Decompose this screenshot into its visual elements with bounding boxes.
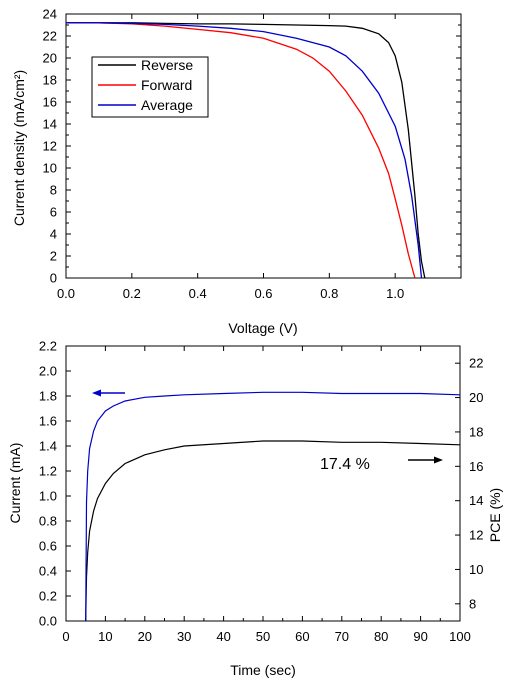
time-x-tick-label: 20 bbox=[138, 629, 152, 644]
jv-curves bbox=[66, 22, 426, 279]
legend-label-forward: Forward bbox=[141, 77, 192, 93]
current-y-tick-label: 2.2 bbox=[39, 339, 57, 354]
jv-series-reverse bbox=[66, 22, 426, 279]
jv-y-tick-label: 8 bbox=[50, 183, 57, 198]
jv-y-tick-label: 14 bbox=[43, 117, 57, 132]
legend-label-average: Average bbox=[141, 97, 193, 113]
current-y-tick-label: 0.8 bbox=[39, 514, 57, 529]
time-x-tick-label: 40 bbox=[216, 629, 230, 644]
jv-y-tick-label: 2 bbox=[50, 249, 57, 264]
jv-chart: 0.0 0.2 0.4 0.6 0.8 1.0024681012141618202224 … bbox=[11, 7, 462, 336]
pce-y-tick-label: 8 bbox=[469, 596, 476, 611]
time-x-tick-label: 50 bbox=[256, 629, 270, 644]
pce-y-tick-label: 20 bbox=[469, 390, 483, 405]
pce-y-tick-label: 22 bbox=[469, 356, 483, 371]
jv-x-tick-label: 0.0 bbox=[57, 286, 75, 301]
pce-y-tick-label: 18 bbox=[469, 424, 483, 439]
time-x-tick-label: 10 bbox=[98, 629, 112, 644]
time-x-tick-label: 90 bbox=[413, 629, 427, 644]
jv-y-tick-label: 18 bbox=[43, 73, 57, 88]
jv-series-average bbox=[66, 22, 423, 279]
left-axis-arrow-head bbox=[92, 389, 101, 397]
current-y-tick-label: 2.0 bbox=[39, 364, 57, 379]
pce-trace bbox=[85, 440, 461, 622]
jv-x-axis-label: Voltage (V) bbox=[228, 320, 297, 336]
jv-y-tick-label: 12 bbox=[43, 139, 57, 154]
pce-y-tick-label: 16 bbox=[469, 459, 483, 474]
stability-curves bbox=[85, 391, 461, 622]
legend-label-reverse: Reverse bbox=[141, 57, 193, 73]
current-y-tick-label: 1.0 bbox=[39, 489, 57, 504]
current-y-tick-label: 0.0 bbox=[39, 614, 57, 629]
stability-y2-axis-label: PCE (%) bbox=[487, 488, 503, 542]
jv-y-tick-label: 16 bbox=[43, 95, 57, 110]
current-y-tick-label: 0.6 bbox=[39, 539, 57, 554]
pce-annotation: 17.4 % bbox=[320, 456, 370, 473]
jv-legend-box bbox=[91, 56, 209, 118]
time-x-tick-label: 60 bbox=[295, 629, 309, 644]
stability-plot-frame bbox=[65, 345, 461, 622]
jv-x-tick-label: 0.6 bbox=[254, 286, 272, 301]
jv-y-tick-label: 6 bbox=[50, 205, 57, 220]
right-axis-arrow-head bbox=[434, 456, 443, 464]
time-x-tick-label: 0 bbox=[62, 629, 69, 644]
jv-x-tick-label: 0.4 bbox=[189, 286, 207, 301]
jv-y-tick-label: 0 bbox=[50, 271, 57, 286]
pce-y-tick-label: 12 bbox=[469, 528, 483, 543]
jv-y-tick-label: 10 bbox=[43, 161, 57, 176]
current-y-tick-label: 1.2 bbox=[39, 464, 57, 479]
current-y-tick-label: 1.8 bbox=[39, 389, 57, 404]
pce-y-tick-label: 10 bbox=[469, 562, 483, 577]
time-x-tick-label: 70 bbox=[335, 629, 349, 644]
axis-arrows bbox=[92, 389, 443, 464]
jv-x-tick-label: 0.8 bbox=[320, 286, 338, 301]
current-trace bbox=[85, 391, 461, 622]
current-y-tick-label: 0.4 bbox=[39, 564, 57, 579]
stability-x-axis-label: Time (sec) bbox=[230, 662, 296, 678]
time-x-tick-label: 100 bbox=[449, 629, 471, 644]
jv-x-tick-label: 1.0 bbox=[386, 286, 404, 301]
pce-y-tick-label: 14 bbox=[469, 493, 483, 508]
stability-y-axis-label: Current (mA) bbox=[7, 443, 23, 524]
time-x-tick-label: 30 bbox=[177, 629, 191, 644]
current-y-tick-label: 0.2 bbox=[39, 589, 57, 604]
time-x-tick-label: 80 bbox=[374, 629, 388, 644]
current-y-tick-label: 1.4 bbox=[39, 439, 57, 454]
jv-x-tick-label: 0.2 bbox=[123, 286, 141, 301]
jv-y-tick-label: 20 bbox=[43, 51, 57, 66]
jv-legend: Reverse Forward Average bbox=[98, 57, 193, 113]
jv-series-forward bbox=[66, 22, 416, 279]
jv-y-tick-label: 24 bbox=[43, 7, 57, 22]
stability-chart: 0 10 20 30 40 50 60 70 80 90 100 0.0 0.2 0.4 0.6 0.8 1.0… bbox=[7, 339, 503, 679]
current-y-tick-label: 1.6 bbox=[39, 414, 57, 429]
stability-ticks: 0 10 20 30 40 50 60 70 80 90 100 0.0 0.2 0.4 0.6 0.8 1.0… bbox=[39, 339, 484, 645]
jv-y-tick-label: 22 bbox=[43, 29, 57, 44]
jv-y-axis-label: Current density (mA/cm²) bbox=[11, 70, 27, 226]
jv-y-tick-label: 4 bbox=[50, 227, 57, 242]
